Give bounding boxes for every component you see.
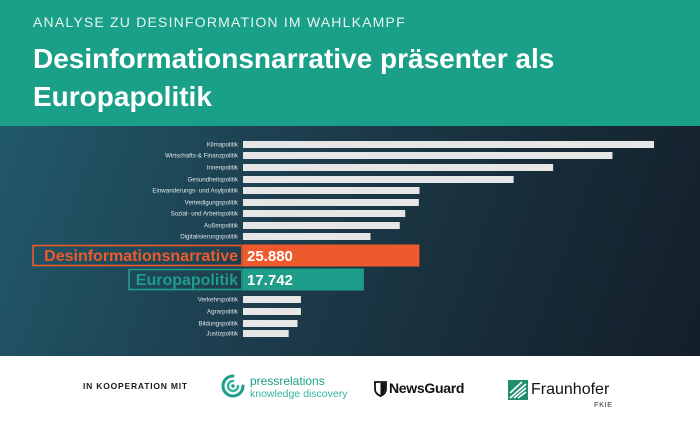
value-label-desinformationsnarrative: 25.880 [247,248,293,265]
category-label-europapolitik: Europapolitik [136,272,238,289]
category-label-sozial-und-arbeitspolitik: Sozial- und Arbeitspolitik [171,211,239,218]
category-label-desinformationsnarrative: Desinformationsnarrative [44,248,238,265]
highlight-label-box-europapolitik [128,268,243,291]
footer: IN KOOPERATION MIT pressrelations knowle… [0,356,700,421]
category-label-digitalisierungspolitik: Digitalisierungspolitik [180,234,239,241]
category-label-verteidigungspolitik: Verteidigungspolitik [185,200,239,207]
bar-agrarpolitik [243,308,301,315]
category-label-innenpolitik: Innenpolitik [207,165,239,172]
pressrelations-tagline: knowledge discovery [250,388,348,400]
fraunhofer-icon [508,380,528,400]
category-label-gesundheitspolitik: Gesundheitspolitik [187,177,238,184]
bar-desinformationsnarrative [243,244,420,267]
bar-europapolitik [243,268,364,291]
bar-verkehrspolitik [243,296,301,303]
fraunhofer-unit: FKIE [594,400,613,409]
category-label-klimapolitik: Klimapolitik [207,142,239,149]
bar-sozial-und-arbeitspolitik [243,210,406,217]
bar-einwanderungs-und-asylpolitik [243,187,420,194]
bar-gesundheitspolitik [243,176,514,183]
kicker-text: ANALYSE ZU DESINFORMATION IM WAHLKAMPF [33,14,406,30]
bar-digitalisierungspolitik [243,233,371,240]
shield-icon [374,381,387,397]
category-label-verkehrspolitik: Verkehrspolitik [198,297,239,304]
cooperation-label: IN KOOPERATION MIT [83,381,188,391]
chart-panel: Klimapolitik Wirtschafts-& Finanzpolitik I… [0,126,700,356]
category-label-justizpolitik: Justizpolitik [206,331,239,338]
bar-verteidigungspolitik [243,199,419,206]
fraunhofer-name: Fraunhofer [531,381,610,398]
bar-außenpolitik [243,222,400,229]
bar-chart: Klimapolitik Wirtschafts-& Finanzpolitik I… [32,141,654,338]
pressrelations-name: pressrelations [250,374,325,388]
pressrelations-logo: pressrelations knowledge discovery [220,371,350,405]
newsguard-name: NewsGuard [389,380,465,396]
category-label-agrarpolitik: Agrarpolitik [207,309,239,316]
category-label-wirtschafts-und-finanzpolitik: Wirtschafts-& Finanzpolitik [165,153,239,160]
category-label-außenpolitik: Außenpolitik [204,223,239,230]
pressrelations-icon [221,374,245,398]
bar-justizpolitik [243,330,289,337]
bar-innenpolitik [243,164,554,171]
category-label-bildungspolitik: Bildungspolitik [198,321,238,328]
page-title: Desinformationsnarrative präsenter als E… [33,43,555,112]
highlight-label-box-desinformationsnarrative [32,244,243,267]
bar-bildungspolitik [243,320,298,327]
bar-wirtschafts-und-finanzpolitik [243,152,613,159]
value-label-europapolitik: 17.742 [247,272,293,289]
header-banner: ANALYSE ZU DESINFORMATION IM WAHLKAMPF D… [0,0,700,126]
category-label-einwanderungs-und-asylpolitik: Einwanderungs- und Asylpolitik [152,188,239,195]
bar-klimapolitik [243,141,654,148]
